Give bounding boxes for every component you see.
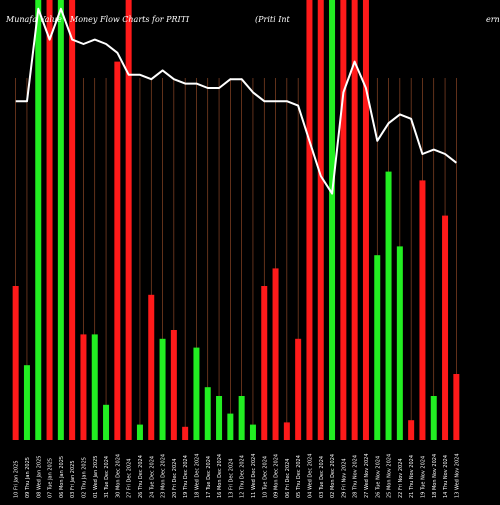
flow-bar (419, 180, 426, 440)
x-tick-label: 09 Mon Dec 2024 (274, 454, 280, 498)
x-tick-label: 18 Mon Nov 2024 (432, 454, 438, 498)
x-tick-label: 19 Tue Nov 2024 (420, 456, 426, 498)
flow-bar (182, 426, 189, 440)
x-tick-label: 08 Wed Jan 2025 (36, 456, 42, 498)
flow-bar (272, 268, 279, 440)
x-tick-label: 22 Fri Nov 2024 (398, 458, 404, 498)
mfi-line-layer (15, 7, 458, 195)
flow-bar (306, 0, 313, 440)
title-middle: Money Flow Charts for PRITI (69, 15, 190, 24)
x-tick-label: 24 Tue Dec 2024 (149, 456, 155, 498)
x-tick-label: 02 Mon Dec 2024 (330, 454, 336, 498)
x-tick-label: 30 Mon Dec 2024 (115, 454, 121, 498)
x-tick-label: 11 Wed Dec 2024 (251, 454, 257, 498)
flow-bar (204, 387, 211, 440)
x-tick-label: 19 Thu Dec 2024 (183, 455, 189, 498)
flow-bar (80, 334, 87, 440)
x-tick-label: 10 Tue Dec 2024 (262, 456, 268, 498)
x-axis-labels: 10 Fri Jan 2025 09 Thu Jan 2025 08 Wed Jan… (14, 453, 461, 498)
x-tick-label: 03 Fri Jan 2025 (70, 460, 76, 498)
x-tick-label: 27 Wed Nov 2024 (364, 453, 370, 498)
flow-bar (385, 171, 392, 440)
mfi-line (15, 7, 458, 195)
x-tick-label: 10 Fri Jan 2025 (14, 460, 20, 498)
x-tick-label: 18 Wed Dec 2024 (194, 454, 200, 498)
flow-bar (453, 374, 460, 440)
x-tick-label: 06 Fri Dec 2024 (285, 459, 291, 499)
x-tick-label: 28 Thu Nov 2024 (353, 455, 359, 498)
x-tick-label: 14 Thu Nov 2024 (443, 455, 449, 498)
x-tick-label: 05 Thu Dec 2024 (296, 455, 302, 498)
flow-bar (114, 61, 121, 440)
x-tick-label: 09 Thu Jan 2025 (25, 457, 31, 498)
flow-bar (46, 0, 53, 440)
chart-title: Munafa Value Money Flow Charts for PRITI… (5, 15, 500, 24)
flow-bar (227, 413, 234, 440)
flow-bar (408, 420, 415, 440)
flow-bar (317, 0, 324, 440)
title-left: Munafa Value (5, 15, 62, 24)
x-tick-label: 12 Thu Dec 2024 (240, 455, 246, 498)
flow-bar (91, 334, 98, 440)
flow-bar (125, 0, 132, 440)
x-tick-label: 13 Fri Dec 2024 (228, 459, 234, 499)
flow-bar (374, 255, 381, 440)
x-tick-label: 21 Thu Nov 2024 (409, 455, 415, 498)
x-tick-label: 01 Wed Jan 2025 (93, 456, 99, 498)
flow-bar (12, 286, 19, 440)
x-tick-label: 23 Mon Dec 2024 (161, 454, 167, 498)
x-tick-label: 27 Fri Dec 2024 (127, 459, 133, 499)
x-tick-label: 17 Tue Dec 2024 (206, 456, 212, 498)
flow-bar (103, 404, 110, 440)
flow-bar (261, 286, 268, 440)
x-tick-label: 04 Wed Dec 2024 (307, 454, 313, 498)
flow-bar (216, 396, 223, 440)
flow-bar (238, 396, 245, 440)
flow-bar (69, 0, 76, 440)
x-tick-label: 26 Thu Dec 2024 (138, 455, 144, 498)
flow-bar (57, 0, 64, 440)
flow-bar (23, 365, 30, 440)
flow-bar (430, 396, 437, 440)
x-tick-label: 16 Mon Dec 2024 (217, 454, 223, 498)
flow-bar (351, 0, 358, 440)
x-tick-label: 29 Fri Nov 2024 (341, 458, 347, 498)
x-tick-label: 03 Tue Dec 2024 (319, 456, 325, 498)
flow-bar (170, 330, 177, 440)
x-tick-label: 25 Mon Nov 2024 (387, 454, 393, 498)
flow-bar (193, 347, 200, 440)
x-tick-label: 07 Tue Jan 2025 (48, 458, 54, 498)
flow-bar (159, 338, 166, 440)
flow-bar (362, 0, 369, 440)
money-flow-bars (12, 0, 460, 440)
flow-bar (295, 338, 302, 440)
flow-bar (340, 0, 347, 440)
x-tick-label: 26 Tue Nov 2024 (375, 456, 381, 498)
x-tick-label: 31 Tue Dec 2024 (104, 456, 110, 498)
flow-bar (329, 0, 336, 440)
x-tick-label: 06 Mon Jan 2025 (59, 456, 65, 498)
title-right: (Priti Int (255, 15, 291, 24)
x-tick-label: 20 Fri Dec 2024 (172, 459, 178, 499)
flow-bar (396, 246, 403, 440)
flow-bar (249, 424, 256, 440)
flow-bar (136, 424, 143, 440)
x-tick-label: 13 Wed Nov 2024 (454, 453, 460, 498)
flow-bar (35, 0, 42, 440)
flow-bar (283, 422, 290, 440)
flow-bar (442, 215, 449, 440)
flow-bar (148, 294, 155, 440)
x-tick-label: 02 Thu Jan 2025 (81, 457, 87, 498)
title-far-right: ern (486, 15, 500, 24)
